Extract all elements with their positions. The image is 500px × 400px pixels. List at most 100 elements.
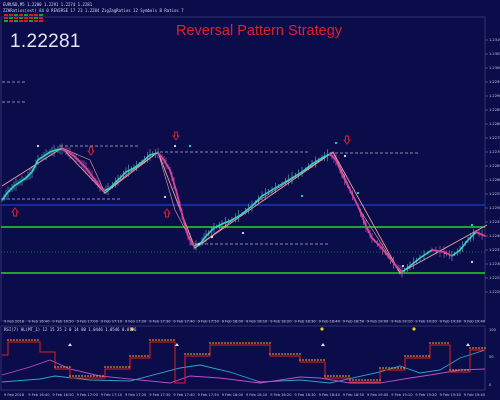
status-cell xyxy=(34,14,38,16)
rsi-dot xyxy=(129,355,131,357)
rsi-dot xyxy=(28,339,30,341)
time-tick-label: 9 Feb 17:40 xyxy=(173,393,195,397)
rsi-dot xyxy=(60,366,62,368)
rsi-dot xyxy=(478,347,480,349)
rsi-dot xyxy=(19,339,21,341)
trend-segment-down xyxy=(335,159,343,175)
rsi-dot xyxy=(69,366,71,368)
price-tick-label: 1.2260 xyxy=(489,178,500,182)
rsi-dot xyxy=(141,355,143,357)
rsi-dot xyxy=(144,355,146,357)
trend-segment-down xyxy=(73,155,81,163)
status-cell xyxy=(19,17,23,19)
rsi-dot xyxy=(464,369,466,371)
rsi-dot xyxy=(81,375,83,377)
buy-arrow[interactable] xyxy=(163,208,171,218)
rsi-dot xyxy=(379,379,381,381)
rsi-dot xyxy=(196,353,198,355)
rsi-dot xyxy=(147,355,149,357)
rsi-dot xyxy=(296,353,298,355)
rsi-dot xyxy=(149,339,151,341)
rsi-dot xyxy=(370,379,372,381)
sell-arrow[interactable] xyxy=(172,131,180,141)
rsi-dot xyxy=(22,339,24,341)
rsi-dot xyxy=(187,353,189,355)
time-tick-label: 9 Feb 2018 xyxy=(4,320,25,324)
indicator-header: ZZHRatios(ext) 84 0 REVERSE 17 23 1.2284… xyxy=(3,8,184,13)
rsi-dot xyxy=(348,375,350,377)
rsi-dot xyxy=(461,369,463,371)
rsi-dot xyxy=(400,367,402,369)
trend-segment-down xyxy=(67,151,75,157)
main-chart-frame xyxy=(0,16,486,322)
time-tick-label: 9 Feb 17:40 xyxy=(173,320,195,324)
rsi-dot xyxy=(152,339,154,341)
rsi-dot xyxy=(78,375,80,377)
rsi-dot xyxy=(227,342,229,344)
rsi-dot xyxy=(385,367,387,369)
rsi-dot xyxy=(128,366,130,368)
time-tick-label: 9 Feb 18:10 xyxy=(246,393,268,397)
price-tick-label: 1.2225 xyxy=(489,276,500,280)
rsi-dot xyxy=(170,339,172,341)
rsi-dot xyxy=(269,353,271,355)
rsi-dot xyxy=(125,366,127,368)
current-price: 1.22281 xyxy=(10,31,81,52)
status-cell xyxy=(9,20,13,22)
status-cell xyxy=(24,14,28,16)
rsi-dot xyxy=(481,347,483,349)
rsi-dot xyxy=(116,366,118,368)
price-tick-label: 1.2250 xyxy=(489,206,500,210)
time-tick-label: 9 Feb 18:10 xyxy=(246,320,268,324)
rsi-dot xyxy=(212,342,214,344)
status-cell xyxy=(4,14,8,16)
rsi-dot xyxy=(263,342,265,344)
sell-arrow[interactable] xyxy=(343,135,351,145)
rsi-dot xyxy=(107,366,109,368)
trend-segment-down xyxy=(181,213,189,237)
rsi-dot xyxy=(305,359,307,361)
subwindow-label: RSI(7) HL(MT_1) 12 15 25 2 0 14 80 1.044… xyxy=(4,327,137,332)
time-tick-label: 9 Feb 17:20 xyxy=(125,393,147,397)
rsi-dot xyxy=(330,375,332,377)
sub-white-arrows xyxy=(68,343,470,346)
trend-segment-down xyxy=(163,159,171,171)
rsi-dot xyxy=(367,379,369,381)
rsi-dot xyxy=(260,342,262,344)
rsi-dot xyxy=(242,342,244,344)
time-tick-label: 9 Feb 18:30 xyxy=(294,393,316,397)
rsi-dot-markers xyxy=(7,339,486,381)
time-tick-label: 9 Feb 18:40 xyxy=(319,320,341,324)
price-tick-label: 1.2255 xyxy=(489,192,500,196)
rsi-dot xyxy=(452,369,454,371)
rsi-dot xyxy=(469,347,471,349)
price-tick-label: 1.2240 xyxy=(489,234,500,238)
rsi-dot xyxy=(215,342,217,344)
sell-arrow[interactable] xyxy=(87,146,95,156)
price-tick-label: 1.2280 xyxy=(489,122,500,126)
rsi-dot xyxy=(467,369,469,371)
status-cell xyxy=(14,17,18,19)
rsi-dot xyxy=(472,347,474,349)
time-tick-label: 9 Feb 19:20 xyxy=(415,320,437,324)
trend-segment-down xyxy=(329,153,337,161)
rsi-dot xyxy=(208,353,210,355)
time-tick-label: 9 Feb 19:20 xyxy=(415,393,437,397)
rsi-dot xyxy=(444,342,446,344)
buy-arrow[interactable] xyxy=(11,207,19,217)
rsi-dot xyxy=(281,353,283,355)
rsi-dot xyxy=(102,375,104,377)
rsi-dot xyxy=(269,342,271,344)
rsi-dot xyxy=(10,339,12,341)
trend-segment-down xyxy=(431,249,445,253)
rsi-dot xyxy=(167,339,169,341)
rsi-dot xyxy=(63,366,65,368)
trend-segment-down xyxy=(79,161,87,169)
time-tick-label: 9 Feb 19:10 xyxy=(391,320,413,324)
time-tick-label: 9 Feb 17:50 xyxy=(198,393,220,397)
rsi-dot xyxy=(416,355,418,357)
rsi-dot xyxy=(391,367,393,369)
time-tick-label: 9 Feb 18:50 xyxy=(343,320,365,324)
